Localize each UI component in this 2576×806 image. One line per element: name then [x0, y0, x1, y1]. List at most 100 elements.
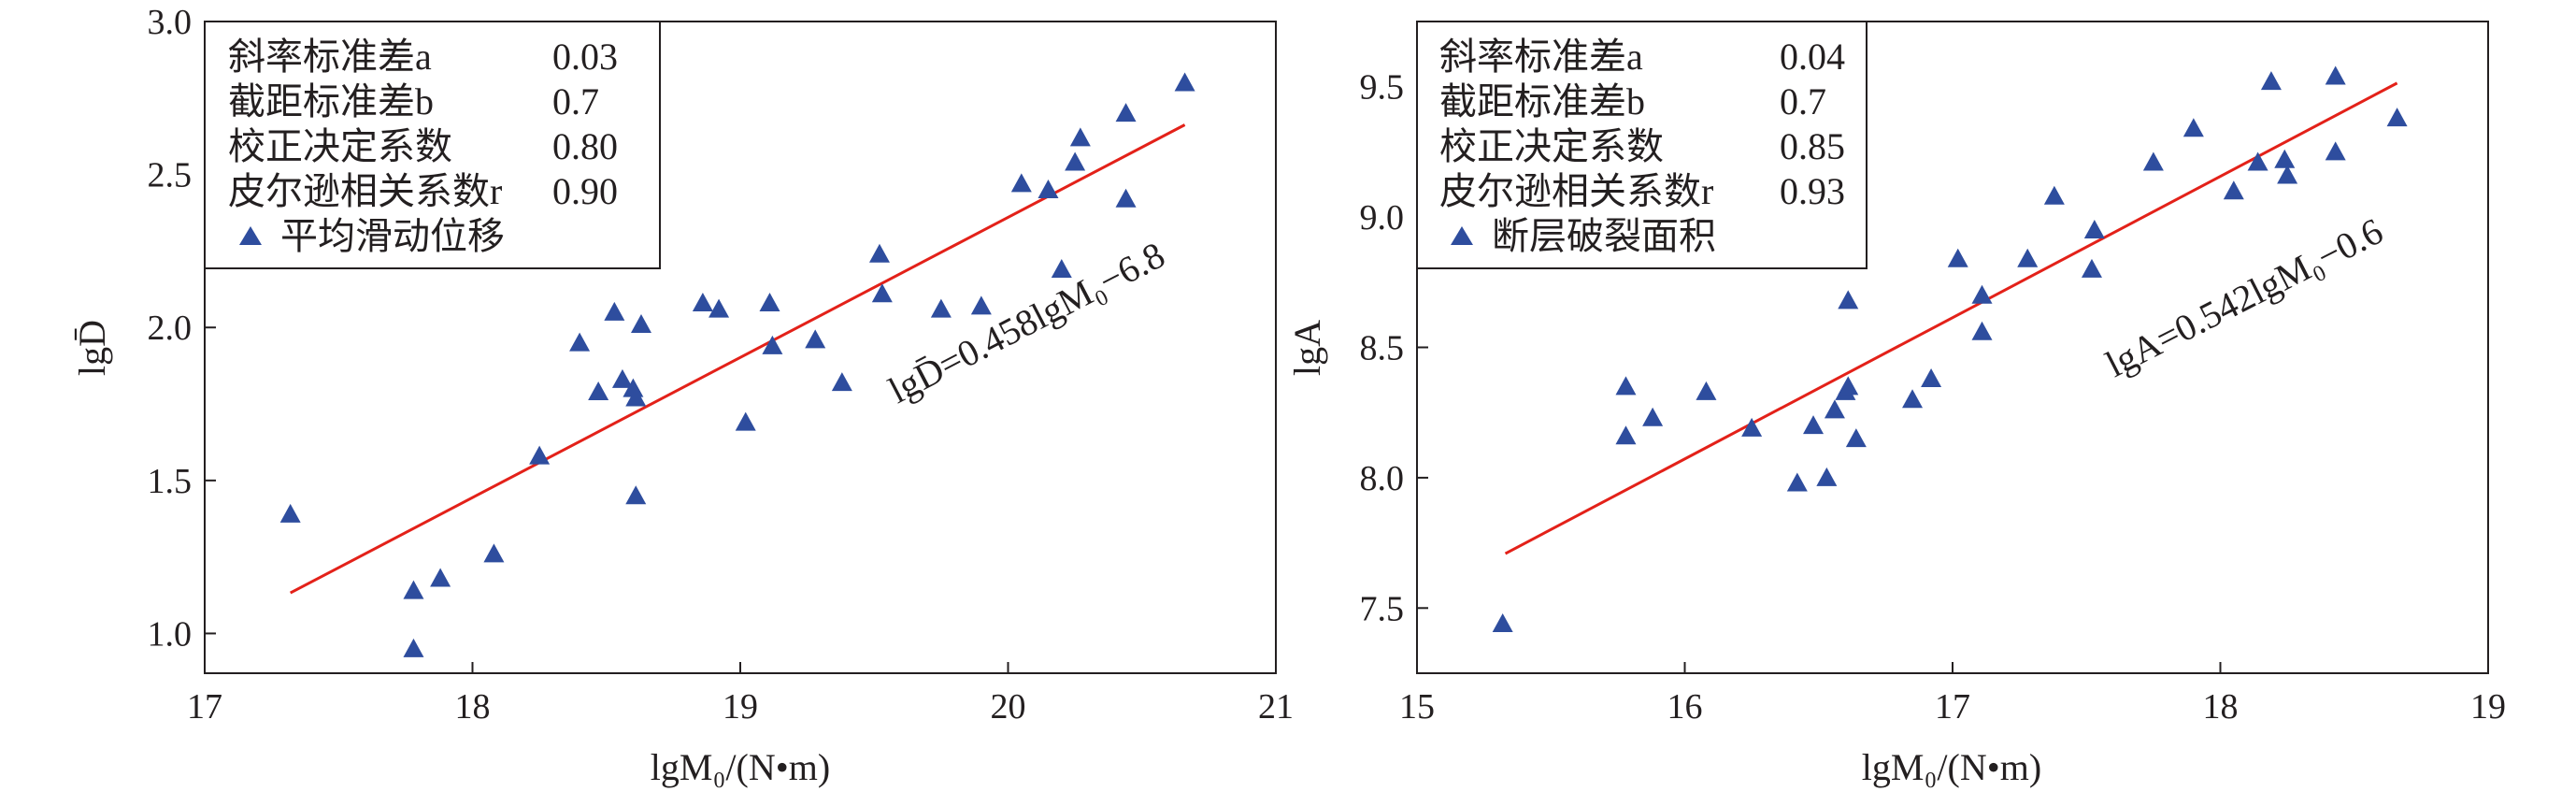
data-point [970, 295, 992, 315]
data-point [2043, 185, 2065, 205]
data-point [2182, 118, 2204, 137]
data-point [1051, 259, 1072, 279]
stat-label: 斜率标准差a [228, 36, 432, 78]
y-ticks: 1.0 1.5 2.0 2.5 3.0 [148, 3, 216, 654]
data-point [1902, 389, 1924, 409]
stat-value: 0.85 [1780, 125, 1845, 167]
fit-equation: lgA=0.542lgM₀−0.6 [2099, 209, 2390, 385]
x-tick-label: 20 [991, 687, 1026, 727]
data-point [2325, 141, 2346, 161]
data-point [1845, 428, 1867, 448]
stats-box-frame [204, 21, 661, 269]
x-tick-label: 19 [723, 687, 758, 727]
data-point [1174, 72, 1195, 92]
data-point [1803, 415, 1825, 435]
data-point [805, 329, 826, 349]
stat-label: 皮尔逊相关系数r [228, 170, 502, 212]
data-point [1921, 367, 1942, 387]
stat-value: 0.04 [1780, 36, 1845, 78]
x-tick-label: 17 [1935, 687, 1970, 727]
x-tick-label: 16 [1667, 687, 1703, 727]
data-point [759, 293, 780, 312]
fit-line [289, 123, 1186, 595]
data-point [2247, 151, 2268, 171]
data-point [1971, 284, 1993, 304]
panel-right: 7.5 8.0 8.5 9.0 9.5 15 16 17 18 19 斜率标准差a 0.04 截… [1286, 21, 2506, 788]
data-point [1838, 376, 1859, 396]
x-tick-label: 18 [2203, 687, 2239, 727]
data-point [1816, 467, 1838, 486]
stats-box: 斜率标准差a 0.03 截距标准差b 0.7 校正决定系数 0.80 皮尔逊相关… [204, 21, 661, 269]
data-points [279, 72, 1195, 657]
y-tick-label: 8.0 [1360, 459, 1405, 498]
data-point [1069, 127, 1091, 147]
data-point [2142, 151, 2164, 171]
fit-line [1504, 81, 2398, 555]
data-point [2260, 71, 2282, 91]
data-point [2083, 220, 2105, 239]
y-tick-label: 8.5 [1360, 329, 1405, 368]
data-point [630, 313, 651, 333]
data-point [868, 243, 890, 263]
stat-value: 0.7 [1780, 80, 1826, 122]
y-axis-label: lgD̄ [71, 320, 113, 376]
data-point [1824, 399, 1845, 419]
data-point [1838, 290, 1859, 309]
stat-label: 校正决定系数 [1439, 125, 1664, 167]
x-tick-label: 19 [2470, 687, 2506, 727]
data-point [1971, 321, 1993, 340]
x-ticks: 17 18 19 20 21 [187, 662, 1294, 727]
data-point [1947, 248, 1968, 267]
stat-value: 0.7 [552, 80, 599, 122]
y-tick-label: 1.5 [148, 462, 193, 501]
data-point [708, 298, 730, 318]
data-point [611, 368, 633, 388]
x-ticks: 15 16 17 18 19 [1399, 662, 2506, 727]
y-tick-label: 7.5 [1360, 589, 1405, 628]
stats-box-frame [1416, 21, 1868, 269]
data-point [1696, 381, 1717, 400]
stat-value: 0.80 [552, 125, 618, 167]
y-tick-label: 2.0 [148, 309, 193, 348]
y-axis-label: lgA [1286, 320, 1328, 376]
data-point [403, 580, 424, 599]
x-axis-label: lgM₀/(N•m) [1862, 746, 2041, 788]
stat-value: 0.90 [552, 170, 618, 212]
stat-label: 截距标准差b [1439, 80, 1645, 122]
data-point [2325, 65, 2346, 85]
legend-label: 断层破裂面积 [1492, 215, 1716, 257]
data-point [1115, 103, 1137, 122]
legend-triangle-icon [1451, 226, 1473, 245]
stat-label: 皮尔逊相关系数r [1439, 170, 1713, 212]
data-point [1615, 376, 1637, 396]
data-point [692, 293, 713, 312]
y-tick-label: 2.5 [148, 156, 193, 195]
data-point [625, 485, 647, 505]
data-point [2017, 248, 2039, 267]
x-tick-label: 15 [1399, 687, 1435, 727]
stat-value: 0.03 [552, 36, 618, 78]
data-point [1642, 407, 1664, 426]
stats-box: 斜率标准差a 0.04 截距标准差b 0.7 校正决定系数 0.85 皮尔逊相关… [1416, 21, 1868, 269]
x-tick-label: 18 [455, 687, 491, 727]
x-tick-label: 21 [1258, 687, 1294, 727]
data-point [2277, 165, 2298, 184]
stat-label: 斜率标准差a [1439, 36, 1643, 78]
data-point [871, 283, 893, 303]
data-point [1065, 151, 1086, 171]
y-tick-label: 3.0 [148, 3, 193, 42]
data-point [529, 445, 551, 465]
data-point [1741, 417, 1763, 437]
data-point [1010, 173, 1032, 193]
x-tick-label: 17 [187, 687, 222, 727]
data-points [1492, 65, 2408, 633]
y-tick-label: 9.0 [1360, 198, 1405, 237]
y-tick-label: 9.5 [1360, 68, 1405, 108]
data-point [279, 503, 301, 523]
data-point [430, 568, 451, 587]
data-point [2223, 180, 2244, 200]
y-ticks: 7.5 8.0 8.5 9.0 9.5 [1360, 68, 1428, 628]
data-point [2386, 108, 2408, 127]
